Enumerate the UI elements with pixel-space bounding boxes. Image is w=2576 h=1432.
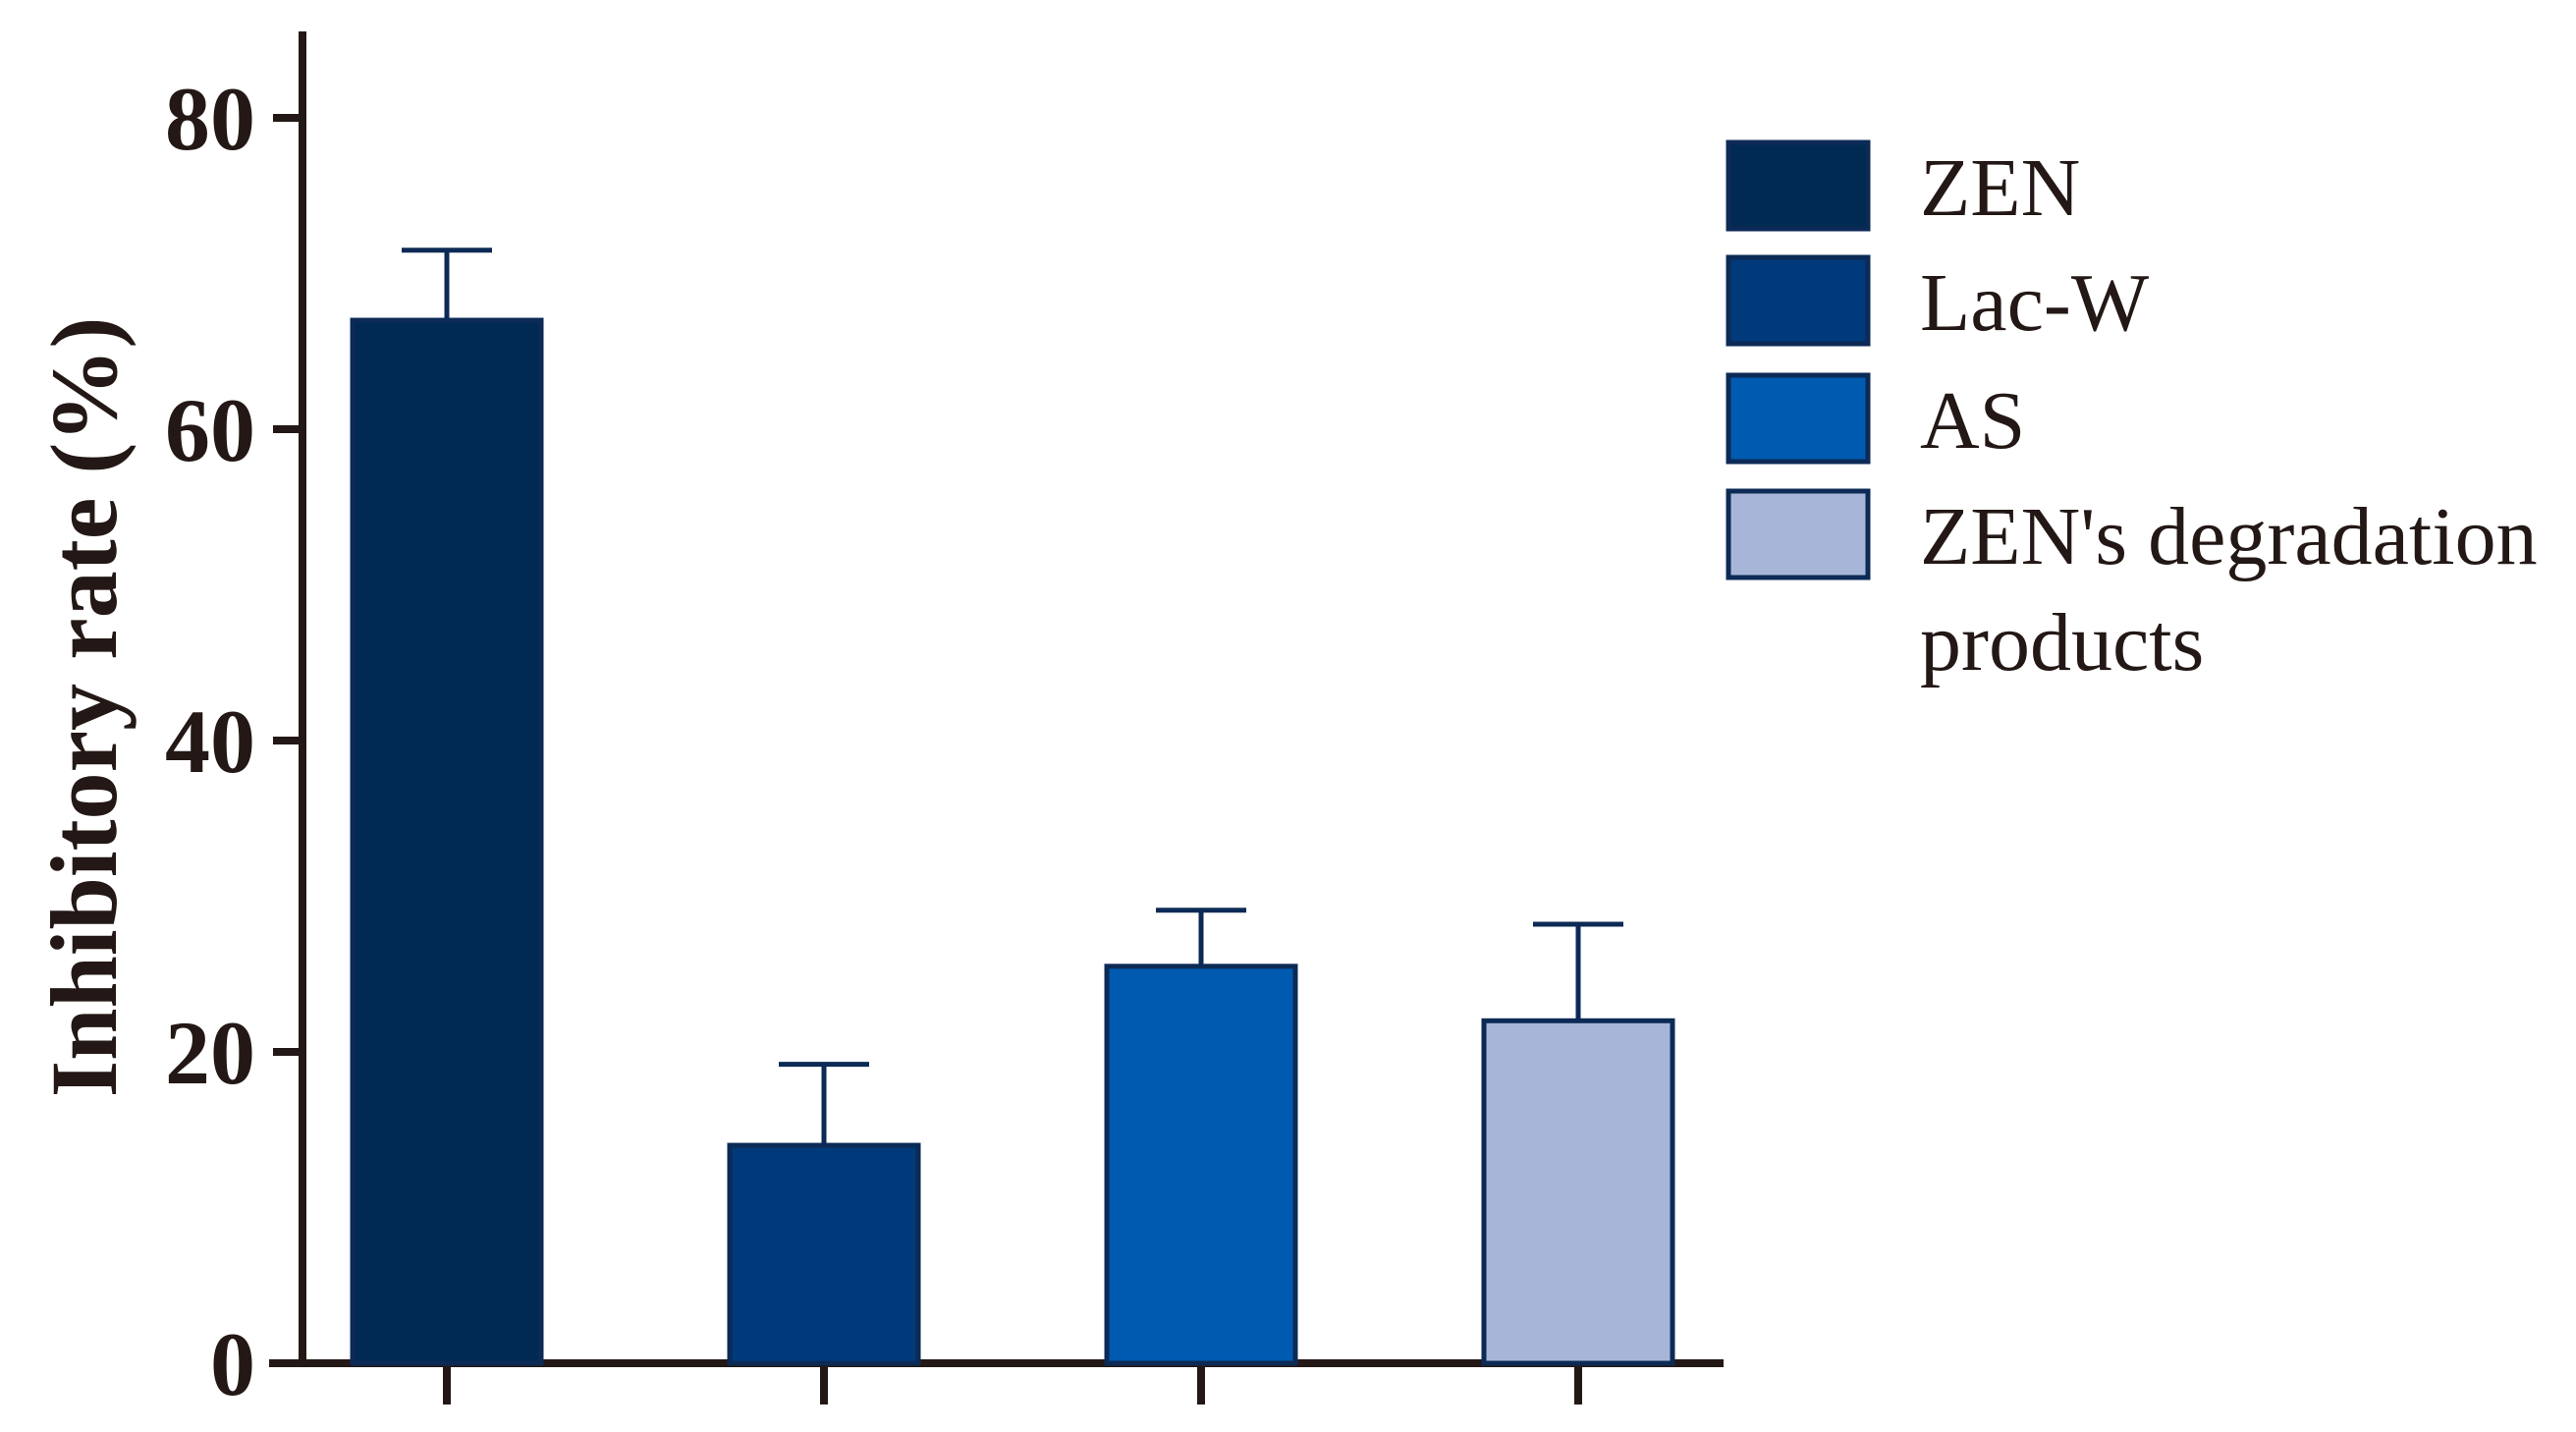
- legend-swatch: [1726, 488, 1871, 580]
- legend-swatch: [1726, 139, 1871, 232]
- x-axis-ticks: [443, 1363, 1582, 1404]
- legend-label: Lac-W: [1920, 257, 2150, 349]
- y-tick-label: 20: [165, 1003, 255, 1103]
- y-tick-label: 60: [165, 380, 255, 480]
- legend: ZEN Lac-W AS ZEN's degradation products: [1726, 139, 2538, 688]
- legend-label: products: [1920, 597, 2204, 688]
- legend-swatch: [1726, 254, 1871, 347]
- y-axis-title-group: Inhibitory rate (%): [31, 317, 137, 1098]
- bar: [1481, 1018, 1675, 1366]
- bar: [1104, 964, 1298, 1366]
- y-tick-label: 0: [210, 1314, 255, 1414]
- y-tick-label: 80: [165, 69, 255, 169]
- bars: [350, 317, 1675, 1366]
- legend-label: ZEN's degradation: [1920, 491, 2538, 582]
- y-axis-title: Inhibitory rate (%): [31, 317, 137, 1098]
- legend-swatch: [1726, 372, 1871, 465]
- bar: [727, 1142, 921, 1366]
- legend-label: AS: [1920, 375, 2025, 467]
- legend-label: ZEN: [1920, 142, 2080, 234]
- error-bars: [402, 248, 1623, 1146]
- y-axis-ticks: 0 20 40 60 80: [165, 69, 302, 1414]
- y-tick-label: 40: [165, 691, 255, 792]
- bar: [350, 317, 544, 1366]
